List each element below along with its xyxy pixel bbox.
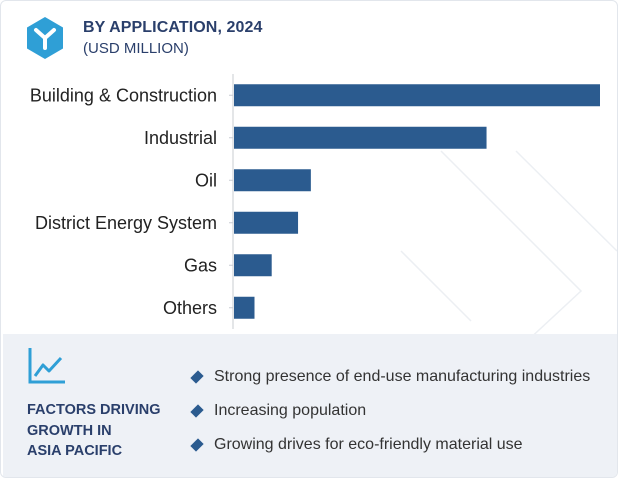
bar <box>234 211 299 234</box>
trend-line-icon <box>28 348 65 384</box>
factors-panel: FACTORS DRIVING GROWTH IN ASIA PACIFIC S… <box>3 334 617 477</box>
category-label: Industrial <box>144 128 217 148</box>
factors-title-line: ASIA PACIFIC <box>27 443 123 459</box>
bar <box>234 296 255 319</box>
factor-list: Strong presence of end-use manufacturing… <box>189 360 590 462</box>
diamond-bullet-icon <box>190 404 204 418</box>
category-label: Others <box>163 298 217 318</box>
hexagon-logo-icon <box>27 17 63 59</box>
bar-chart: Building & Construction Industrial Oil Dist… <box>30 74 600 329</box>
factor-item: Increasing population <box>189 394 590 428</box>
chart-title: BY APPLICATION, 2024 <box>83 19 263 36</box>
category-label: Gas <box>184 255 217 275</box>
chart-subtitle: (USD MILLION) <box>83 40 189 57</box>
bar <box>234 254 272 277</box>
bar <box>234 126 487 149</box>
diamond-bullet-icon <box>190 438 204 452</box>
category-label: Building & Construction <box>30 85 217 105</box>
factors-title-line: FACTORS DRIVING <box>27 402 161 418</box>
factor-item: Strong presence of end-use manufacturing… <box>189 360 590 394</box>
factor-text: Strong presence of end-use manufacturing… <box>214 368 591 385</box>
factors-title-line: GROWTH IN <box>27 422 112 439</box>
category-label: Oil <box>195 170 217 190</box>
diamond-bullet-icon <box>190 370 204 384</box>
factors-title: FACTORS DRIVING GROWTH IN ASIA PACIFIC <box>27 400 177 462</box>
bar <box>234 84 600 107</box>
factor-text: Growing drives for eco-friendly material… <box>214 436 523 453</box>
bar <box>234 169 311 192</box>
factor-text: Increasing population <box>214 402 367 419</box>
factor-item: Growing drives for eco-friendly material… <box>189 428 590 462</box>
category-label: District Energy System <box>35 213 217 233</box>
